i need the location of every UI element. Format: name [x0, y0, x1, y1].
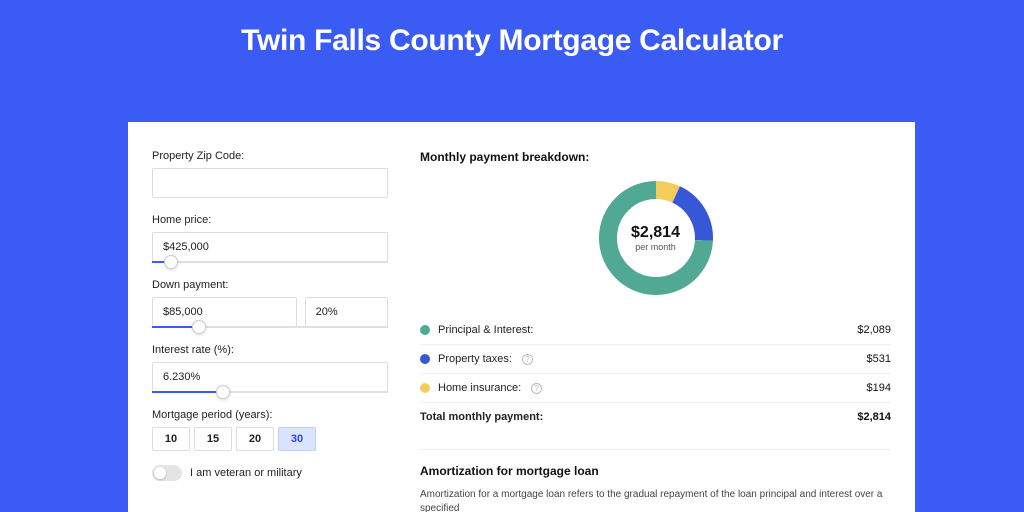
info-icon[interactable]: ?	[531, 383, 542, 394]
legend-row: Principal & Interest: $2,089	[420, 316, 891, 344]
amortization-title: Amortization for mortgage loan	[420, 464, 891, 478]
total-amount: $2,814	[857, 411, 891, 423]
info-icon[interactable]: ?	[522, 354, 533, 365]
legend-amount: $194	[867, 382, 891, 394]
down-field: Down payment:	[152, 279, 388, 328]
zip-input[interactable]	[152, 168, 388, 198]
legend-total-row: Total monthly payment: $2,814	[420, 402, 891, 431]
legend-dot-icon	[420, 354, 430, 364]
period-label: Mortgage period (years):	[152, 409, 388, 421]
form-column: Property Zip Code: Home price: Down paym…	[128, 122, 412, 512]
donut-slice	[656, 190, 676, 194]
rate-slider[interactable]	[152, 391, 388, 393]
veteran-toggle[interactable]	[152, 465, 182, 481]
rate-input[interactable]	[152, 362, 388, 392]
legend-amount: $531	[867, 353, 891, 365]
donut-sub: per month	[631, 242, 680, 252]
rate-slider-fill	[152, 391, 223, 393]
donut-center: $2,814 per month	[631, 224, 680, 252]
period-btn-10[interactable]: 10	[152, 427, 190, 451]
page-title: Twin Falls County Mortgage Calculator	[0, 0, 1024, 58]
legend-label: Home insurance:	[438, 382, 521, 394]
veteran-label: I am veteran or military	[190, 467, 302, 479]
zip-label: Property Zip Code:	[152, 150, 388, 162]
down-slider[interactable]	[152, 326, 388, 328]
rate-label: Interest rate (%):	[152, 344, 388, 356]
price-field: Home price:	[152, 214, 388, 263]
legend-row: Property taxes:? $531	[420, 344, 891, 373]
down-percent-input[interactable]	[305, 297, 388, 327]
donut-container: $2,814 per month	[420, 178, 891, 298]
legend-dot-icon	[420, 383, 430, 393]
rate-field: Interest rate (%):	[152, 344, 388, 393]
veteran-row: I am veteran or military	[152, 465, 388, 481]
legend: Principal & Interest: $2,089 Property taxe…	[420, 316, 891, 431]
donut-chart: $2,814 per month	[596, 178, 716, 298]
zip-field: Property Zip Code:	[152, 150, 388, 198]
page-background: Twin Falls County Mortgage Calculator Pr…	[0, 0, 1024, 512]
period-field: Mortgage period (years): 10152030	[152, 409, 388, 451]
price-slider-thumb[interactable]	[164, 255, 178, 269]
legend-label: Property taxes:	[438, 353, 512, 365]
price-input[interactable]	[152, 232, 388, 262]
amortization-text: Amortization for a mortgage loan refers …	[420, 488, 891, 512]
rate-slider-thumb[interactable]	[216, 385, 230, 399]
calculator-panel: Property Zip Code: Home price: Down paym…	[128, 122, 915, 512]
period-btn-30[interactable]: 30	[278, 427, 316, 451]
total-label: Total monthly payment:	[420, 411, 543, 423]
down-slider-thumb[interactable]	[192, 320, 206, 334]
toggle-knob	[154, 467, 166, 479]
down-label: Down payment:	[152, 279, 388, 291]
period-btn-20[interactable]: 20	[236, 427, 274, 451]
breakdown-column: Monthly payment breakdown: $2,814 per mo…	[412, 122, 915, 512]
legend-dot-icon	[420, 325, 430, 335]
breakdown-title: Monthly payment breakdown:	[420, 150, 891, 164]
donut-total: $2,814	[631, 224, 680, 242]
price-slider[interactable]	[152, 261, 388, 263]
legend-row: Home insurance:? $194	[420, 373, 891, 402]
down-amount-input[interactable]	[152, 297, 297, 327]
price-label: Home price:	[152, 214, 388, 226]
legend-label: Principal & Interest:	[438, 324, 533, 336]
period-group: 10152030	[152, 427, 388, 451]
period-btn-15[interactable]: 15	[194, 427, 232, 451]
amortization-section: Amortization for mortgage loan Amortizat…	[420, 449, 891, 512]
legend-amount: $2,089	[857, 324, 891, 336]
